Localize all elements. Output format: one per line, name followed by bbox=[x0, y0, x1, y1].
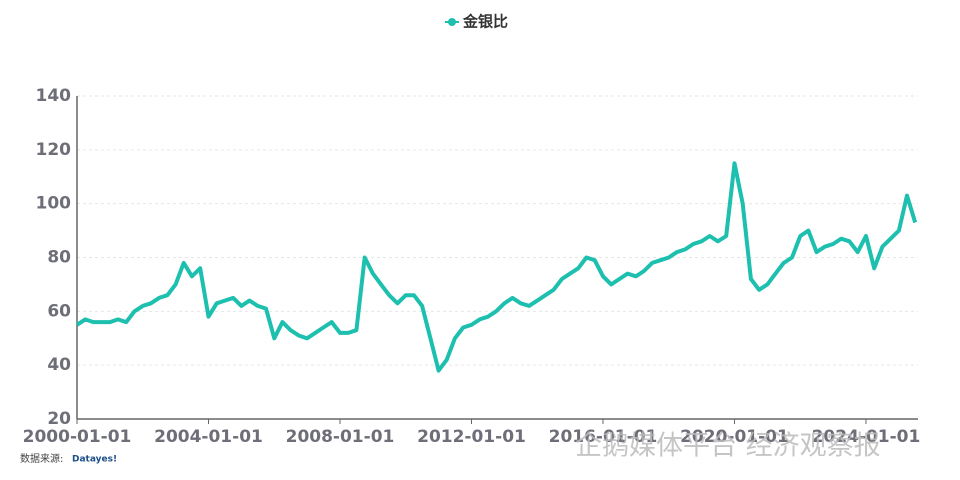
x-tick-label: 2000-01-01 bbox=[23, 427, 132, 447]
y-tick-label: 40 bbox=[47, 355, 71, 375]
y-tick-label: 60 bbox=[47, 301, 71, 321]
y-tick-label: 120 bbox=[36, 140, 72, 160]
y-tick-label: 140 bbox=[36, 86, 72, 106]
x-tick-label: 2016-01-01 bbox=[549, 427, 658, 447]
series-line bbox=[75, 161, 918, 373]
x-tick-label: 2012-01-01 bbox=[417, 427, 526, 447]
x-tick-label: 2004-01-01 bbox=[154, 427, 263, 447]
legend-dot bbox=[448, 18, 456, 26]
legend-label: 金银比 bbox=[462, 13, 508, 31]
y-tick-label: 100 bbox=[36, 194, 72, 214]
y-tick-label: 20 bbox=[47, 409, 71, 429]
x-tick-label: 2020-01-01 bbox=[680, 427, 789, 447]
watermark: 企鹅媒体平台 经济观察报 bbox=[575, 431, 881, 462]
y-tick-label: 80 bbox=[47, 248, 71, 268]
x-tick-label: 2008-01-01 bbox=[286, 427, 395, 447]
x-tick-label: 2024-01-01 bbox=[812, 427, 921, 447]
source: 数据来源: bbox=[20, 452, 63, 465]
source-logo: Datayes! bbox=[72, 455, 117, 465]
plot: 20 40 60 80 100 120 140 2000-01-01 2004-01-01 200… bbox=[23, 86, 921, 447]
